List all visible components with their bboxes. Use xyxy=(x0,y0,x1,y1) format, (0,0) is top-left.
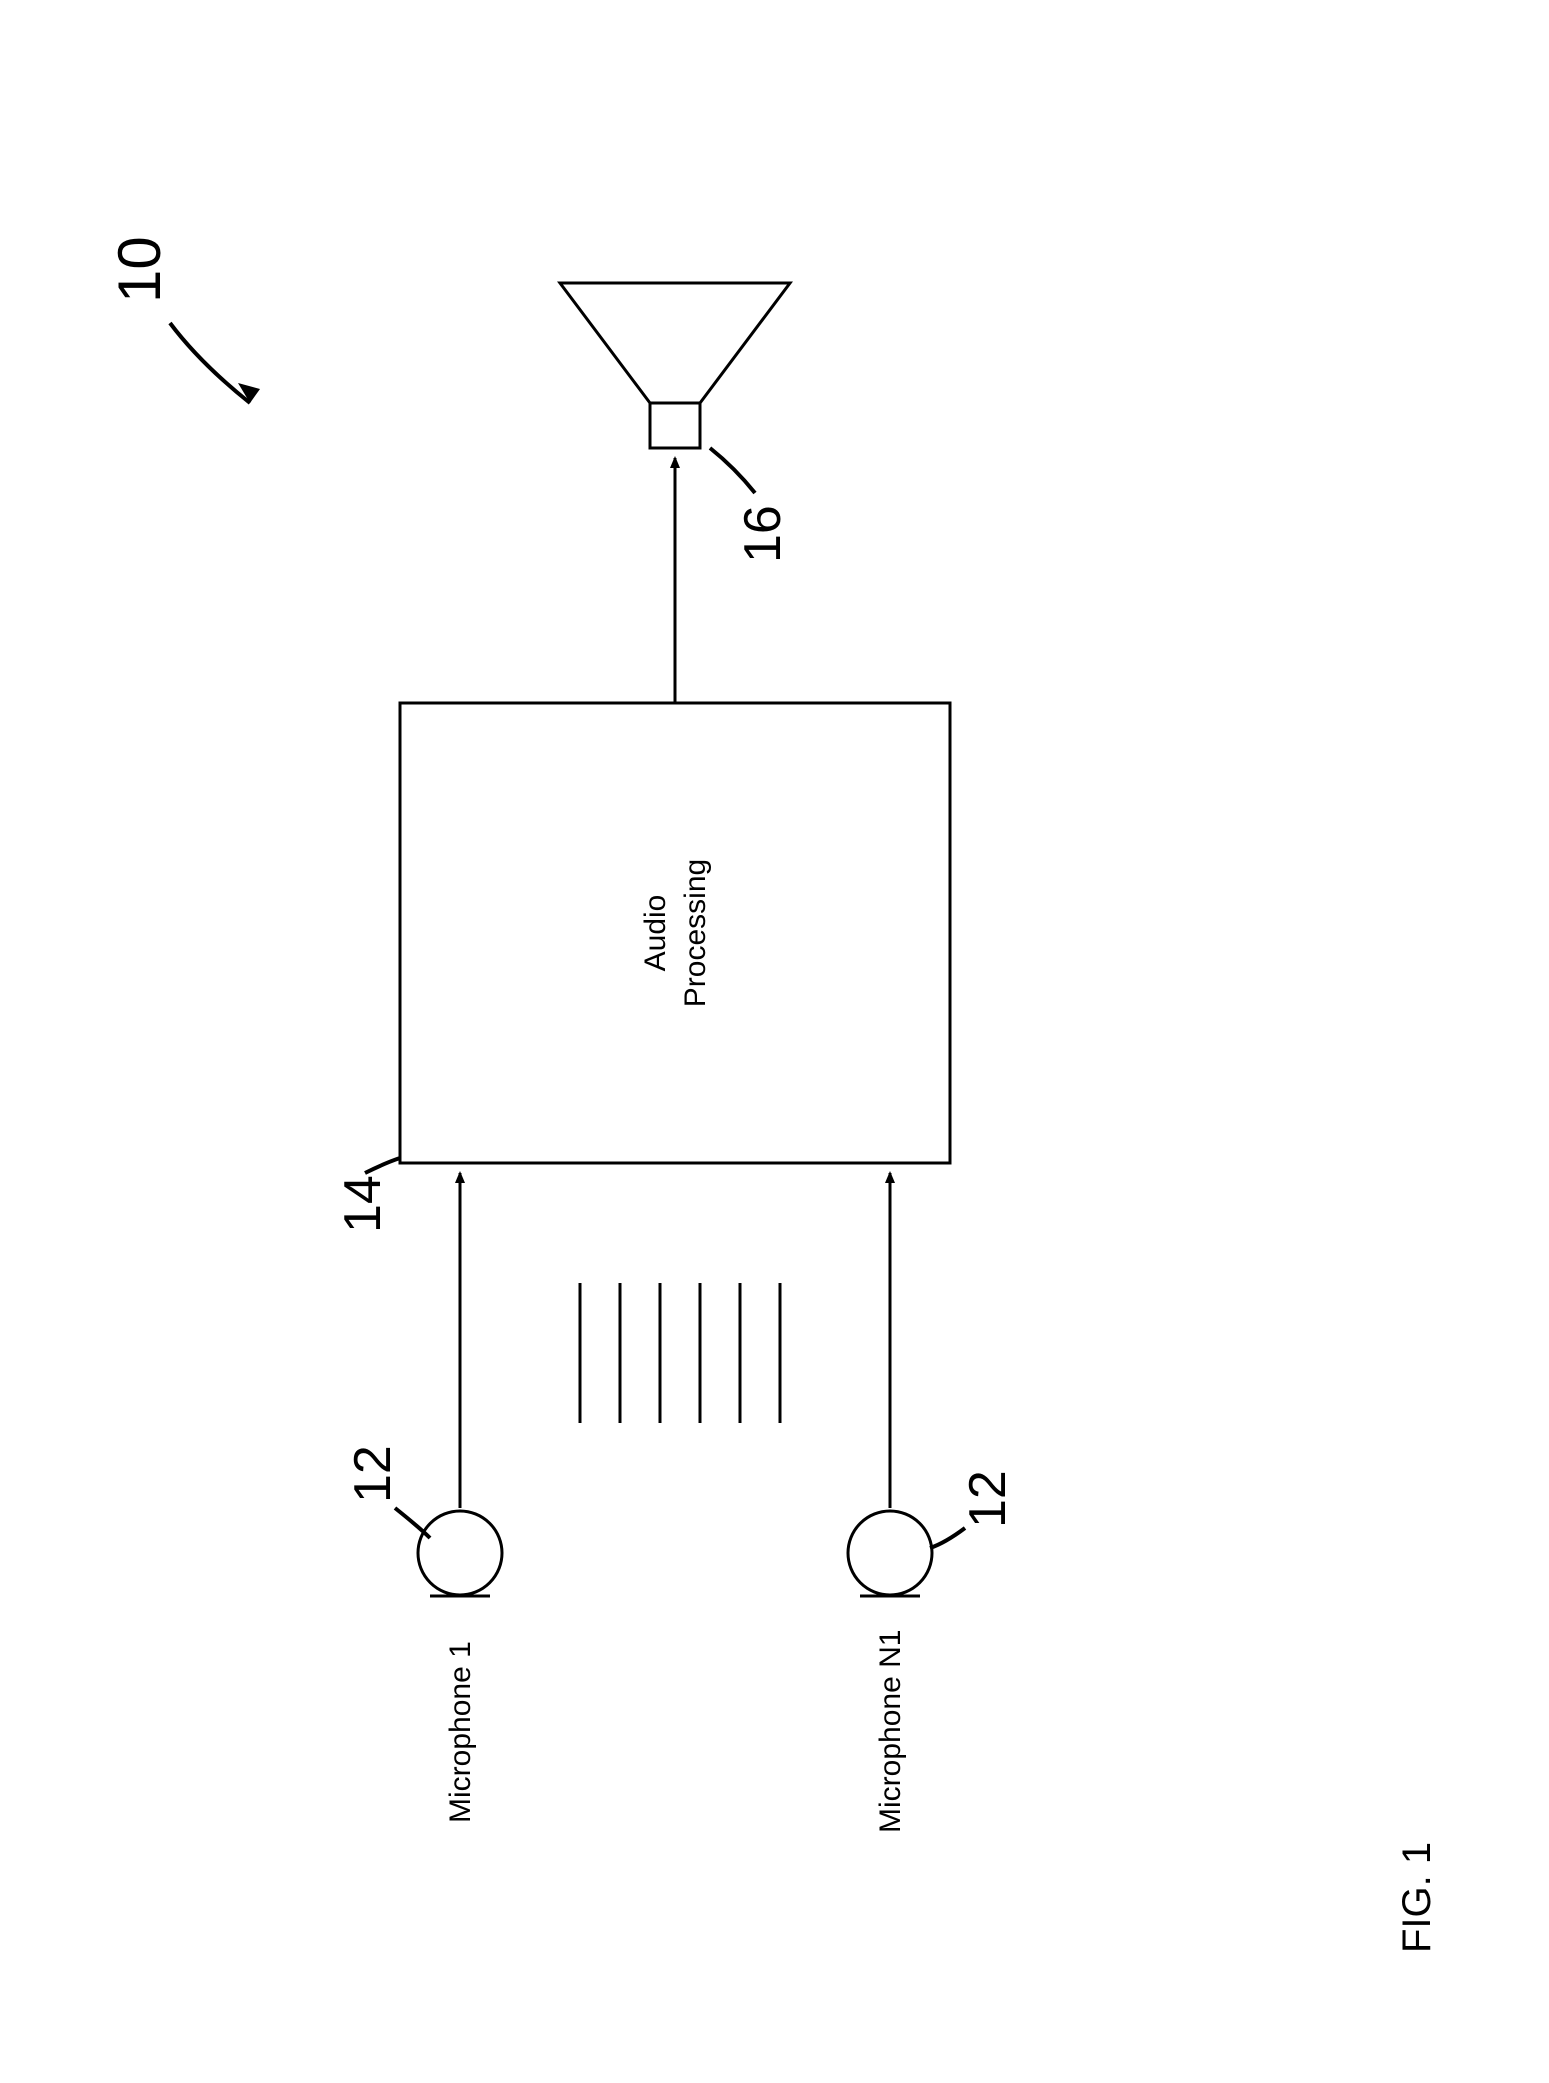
microphone-1-label: Microphone 1 xyxy=(444,1641,477,1823)
ellipsis-lines xyxy=(580,1283,780,1423)
system-ref-number: 10 xyxy=(106,236,173,303)
block-diagram: 10 Microphone 1 12 Microphone N1 12 xyxy=(0,0,1549,2083)
microphone-n1-label: Microphone N1 xyxy=(874,1630,907,1833)
speaker-ref: 16 xyxy=(734,505,792,563)
processing-label-2: Processing xyxy=(679,859,712,1007)
microphone-1-ref: 12 xyxy=(344,1445,402,1503)
microphone-n1-ref: 12 xyxy=(959,1470,1017,1528)
processing-ref: 14 xyxy=(334,1175,392,1233)
system-ref: 10 xyxy=(106,236,260,403)
microphone-1: Microphone 1 12 xyxy=(344,1445,502,1823)
figure-caption: FIG. 1 xyxy=(1395,1842,1439,1953)
microphone-n1: Microphone N1 12 xyxy=(848,1470,1017,1833)
processing-label-1: Audio xyxy=(639,895,672,972)
audio-processing-block: Audio Processing 14 xyxy=(334,703,950,1233)
